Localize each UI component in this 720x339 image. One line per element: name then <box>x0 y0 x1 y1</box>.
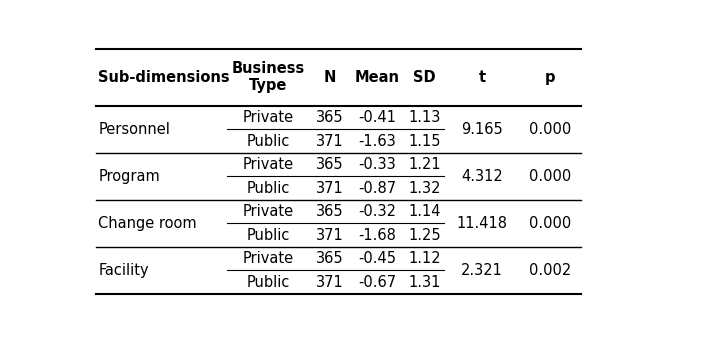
Text: Public: Public <box>247 228 290 243</box>
Text: 371: 371 <box>316 275 344 290</box>
Text: 0.002: 0.002 <box>529 263 572 278</box>
Text: Private: Private <box>243 157 294 172</box>
Text: 1.31: 1.31 <box>409 275 441 290</box>
Text: Private: Private <box>243 110 294 125</box>
Text: 2.321: 2.321 <box>461 263 503 278</box>
Text: 1.13: 1.13 <box>409 110 441 125</box>
Text: Sub-dimensions: Sub-dimensions <box>99 70 230 85</box>
Text: SD: SD <box>413 70 436 85</box>
Text: 1.14: 1.14 <box>408 204 441 219</box>
Text: 4.312: 4.312 <box>461 169 503 184</box>
Text: Private: Private <box>243 204 294 219</box>
Text: 1.15: 1.15 <box>408 134 441 149</box>
Text: Program: Program <box>99 169 160 184</box>
Text: Public: Public <box>247 275 290 290</box>
Text: Personnel: Personnel <box>99 122 170 137</box>
Text: Mean: Mean <box>355 70 400 85</box>
Text: 0.000: 0.000 <box>529 169 572 184</box>
Text: Facility: Facility <box>99 263 149 278</box>
Text: N: N <box>324 70 336 85</box>
Text: 9.165: 9.165 <box>461 122 503 137</box>
Text: 1.25: 1.25 <box>408 228 441 243</box>
Text: Public: Public <box>247 134 290 149</box>
Text: 0.000: 0.000 <box>529 216 572 231</box>
Text: 371: 371 <box>316 228 344 243</box>
Text: -0.67: -0.67 <box>359 275 397 290</box>
Text: 365: 365 <box>316 204 343 219</box>
Text: 365: 365 <box>316 251 343 266</box>
Text: Change room: Change room <box>99 216 197 231</box>
Text: p: p <box>545 70 556 85</box>
Text: 365: 365 <box>316 157 343 172</box>
Text: t: t <box>478 70 485 85</box>
Text: -1.68: -1.68 <box>359 228 396 243</box>
Text: Private: Private <box>243 251 294 266</box>
Text: -0.32: -0.32 <box>359 204 397 219</box>
Text: 0.000: 0.000 <box>529 122 572 137</box>
Text: 1.21: 1.21 <box>408 157 441 172</box>
Text: -0.41: -0.41 <box>359 110 397 125</box>
Text: -0.33: -0.33 <box>359 157 396 172</box>
Text: 371: 371 <box>316 181 344 196</box>
Text: -0.87: -0.87 <box>359 181 397 196</box>
Text: 371: 371 <box>316 134 344 149</box>
Text: -1.63: -1.63 <box>359 134 396 149</box>
Text: Business
Type: Business Type <box>232 61 305 94</box>
Text: 1.12: 1.12 <box>408 251 441 266</box>
Text: Public: Public <box>247 181 290 196</box>
Text: 365: 365 <box>316 110 343 125</box>
Text: -0.45: -0.45 <box>359 251 397 266</box>
Text: 11.418: 11.418 <box>456 216 508 231</box>
Text: 1.32: 1.32 <box>408 181 441 196</box>
